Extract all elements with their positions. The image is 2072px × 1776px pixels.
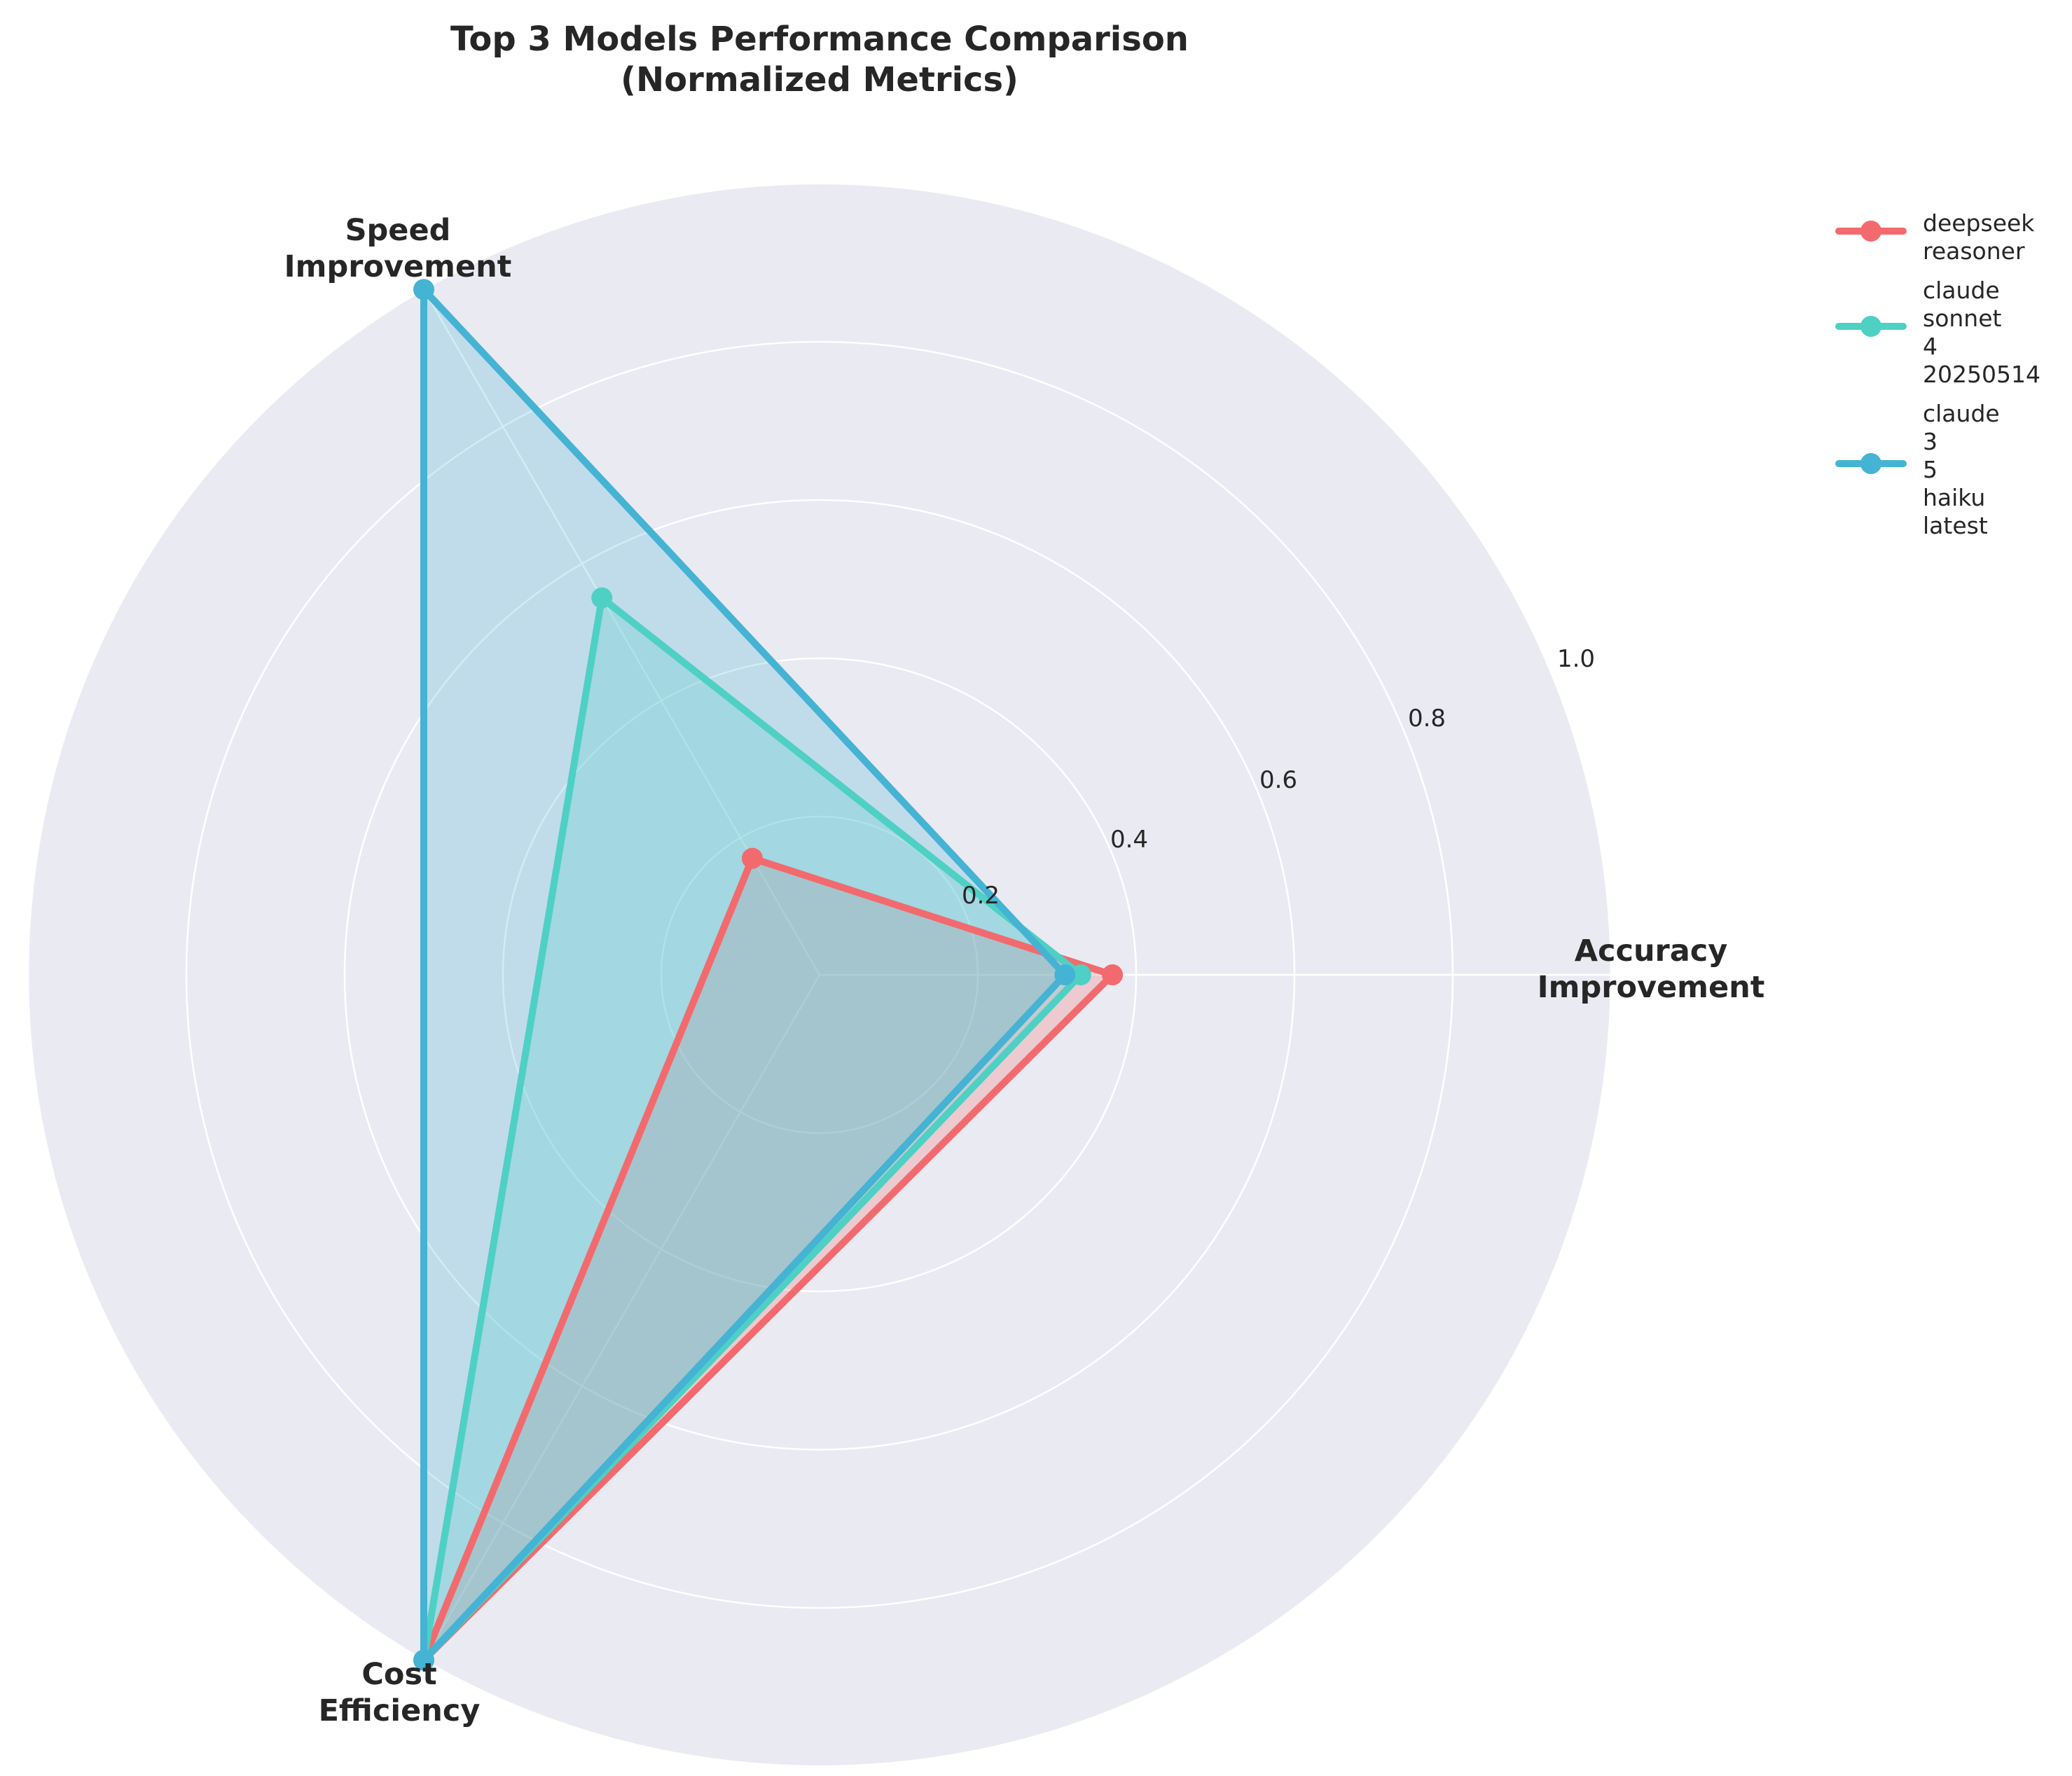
legend-marker — [1860, 453, 1881, 474]
legend: deepseek reasoner claude sonnet 4 20250514 cla… — [1835, 209, 2040, 539]
radial-tick-label: 0.4 — [1110, 826, 1148, 854]
data-point — [591, 587, 613, 609]
series-line-2 — [420, 286, 1069, 1664]
radial-tick-label: 0.8 — [1408, 705, 1446, 733]
data-point — [1054, 964, 1076, 985]
radial-tick-label: 0.6 — [1259, 766, 1297, 794]
axis-label: Cost Efficiency — [319, 1657, 481, 1728]
data-point — [413, 279, 434, 300]
data-point — [413, 1649, 434, 1671]
series-area-1 — [424, 597, 1081, 1660]
axis-label: Speed Improvement — [284, 213, 512, 284]
data-point — [741, 847, 763, 869]
series-area-0 — [424, 858, 1113, 1660]
data-point — [1070, 964, 1091, 985]
radial-tick-label: 1.0 — [1557, 645, 1595, 673]
radial-tick-label: 0.2 — [962, 882, 1000, 910]
legend-marker — [1860, 316, 1881, 337]
axis-label: Accuracy Improvement — [1538, 934, 1765, 1005]
chart-title: Top 3 Models Performance Comparison (Norm… — [450, 20, 1189, 99]
series-line-0 — [420, 854, 1117, 1664]
plot-area: 0.2 0.4 0.6 0.8 1.0 Accuracy Improvement Speed I… — [27, 182, 1765, 1768]
legend-marker — [1860, 221, 1881, 242]
legend-entry: claude sonnet 4 20250514 — [1923, 277, 2040, 388]
legend-entry: deepseek reasoner — [1923, 209, 2035, 265]
series-line-1 — [420, 594, 1084, 1664]
series-area-2 — [424, 289, 1065, 1660]
grid-spoke — [422, 974, 821, 1661]
legend-entry: claude 3 5 haiku latest — [1923, 400, 2000, 539]
data-point — [1102, 964, 1124, 985]
